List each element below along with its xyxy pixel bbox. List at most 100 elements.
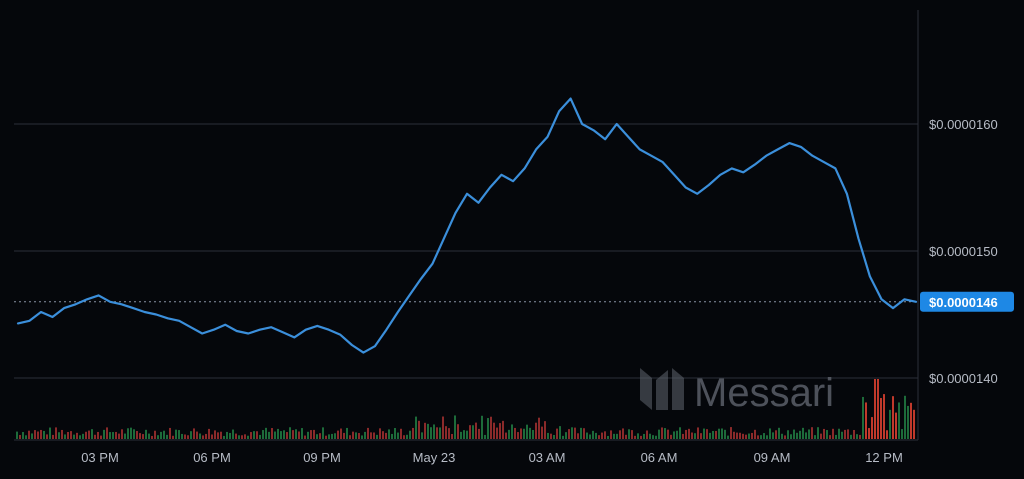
volume-bar [67,431,69,439]
volume-bar [640,435,642,439]
volume-bar [634,435,636,439]
volume-bar [310,430,312,439]
volume-bar [880,398,882,439]
volume-bar [436,427,438,439]
volume-bar [718,428,720,439]
volume-bar [511,424,513,439]
volume-bar [352,431,354,439]
volume-bar [697,427,699,439]
volume-bar [559,426,561,439]
volume-bar [79,435,81,439]
volume-bar [328,434,330,439]
volume-bar [58,432,60,439]
volume-bar [283,430,285,439]
volume-bar [625,434,627,439]
volume-bar [895,412,897,439]
messari-watermark: Messari [640,368,834,415]
volume-bar [121,429,123,439]
volume-bar [64,434,66,439]
volume-bar [727,435,729,439]
volume-bar [316,434,318,439]
volume-bar [280,431,282,439]
volume-bar [601,432,603,439]
volume-bar [856,434,858,439]
volume-bar [400,428,402,439]
volume-bar [814,435,816,439]
volume-bar [97,431,99,439]
volume-bar [166,434,168,439]
volume-bar [274,431,276,439]
volume-bar [82,433,84,439]
volume-bar [616,433,618,439]
volume-bar [646,430,648,439]
volume-bar [439,427,441,439]
volume-bar [730,427,732,439]
volume-bar [301,428,303,439]
volume-bar [148,433,150,439]
volume-bar [538,417,540,439]
volume-bar [832,428,834,439]
volume-bar [775,430,777,439]
volume-bar [331,433,333,439]
volume-bar [700,433,702,439]
volume-bar [28,430,30,439]
volume-bar [745,434,747,439]
volume-bar [253,431,255,439]
volume-bar [787,430,789,439]
volume-bar [37,431,39,439]
volume-bar [784,435,786,439]
volume-bar [361,435,363,439]
volume-bar [337,430,339,439]
volume-bar [676,430,678,439]
volume-bar [820,433,822,439]
volume-bar [490,416,492,439]
volume-bar [766,435,768,439]
volume-bar [628,429,630,439]
volume-bar [508,429,510,439]
volume-bar [16,431,18,439]
volume-bar [349,435,351,439]
volume-bar [763,433,765,439]
volume-bar [550,433,552,439]
volume-bar [244,434,246,439]
volume-bar [553,434,555,439]
volume-bar [268,431,270,439]
volume-bar [22,432,24,439]
volume-bar [61,429,63,439]
volume-bar [334,433,336,439]
current-price-label: $0.0000146 [929,295,998,310]
volume-bar [808,429,810,439]
volume-bar [493,422,495,439]
volume-bar [691,432,693,439]
volume-bar [91,429,93,439]
volume-bar [181,433,183,439]
volume-bar [163,430,165,439]
volume-bar [685,429,687,439]
volume-bar [214,430,216,439]
volume-bar [874,379,876,439]
y-tick-label: $0.0000160 [929,117,998,132]
volume-bar [790,434,792,439]
volume-bar [505,432,507,439]
watermark-text: Messari [694,371,834,415]
volume-bar [313,429,315,439]
volume-bar [376,434,378,439]
volume-bar [271,428,273,439]
volume-bar [205,433,207,439]
volume-bar [142,434,144,439]
volume-bar [757,435,759,439]
x-tick-label: May 23 [413,450,456,465]
volume-bar [778,427,780,439]
volume-bar [88,430,90,439]
volume-bar [256,431,258,439]
volume-bar [475,422,477,439]
volume-bar [871,417,873,439]
volume-bar [811,427,813,439]
volume-bar [49,427,51,439]
volume-bar [262,430,264,439]
volume-bar [802,427,804,439]
volume-bar [850,434,852,439]
volume-bar [277,428,279,439]
volume-bar [721,428,723,439]
volume-bar [430,427,432,439]
